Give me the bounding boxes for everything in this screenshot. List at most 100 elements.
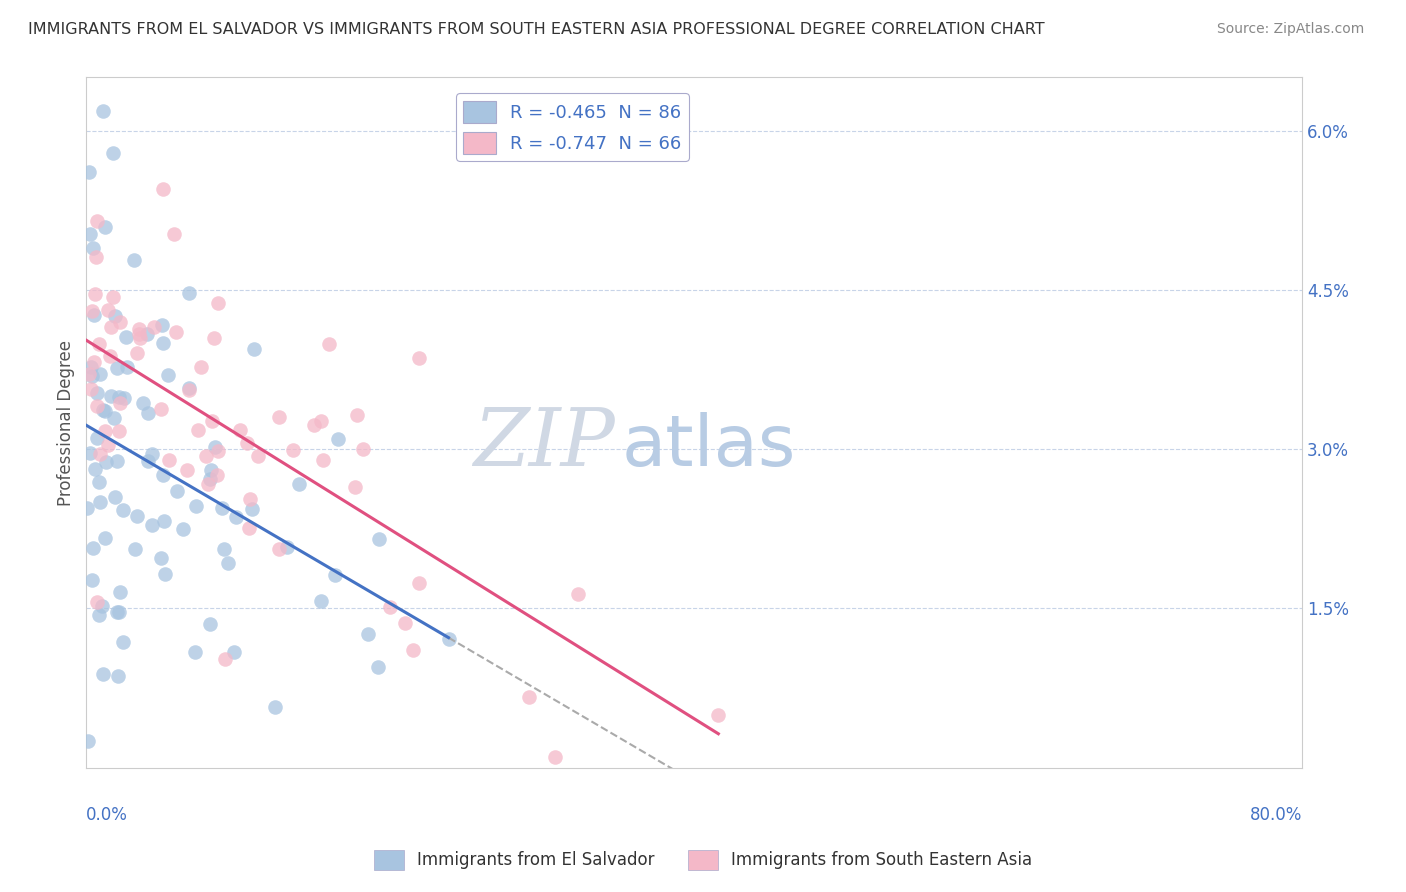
Point (156, 368, 179, 383)
Point (200, 414, 222, 428)
Point (91, 403, 114, 417)
Point (346, 409, 368, 423)
Point (132, 396, 155, 410)
Point (127, 509, 149, 524)
Point (152, 182, 174, 196)
Point (89, 367, 111, 381)
Text: atlas: atlas (621, 412, 796, 481)
Point (83, 355, 105, 369)
Point (79, 446, 101, 460)
Point (352, 442, 374, 457)
Point (198, 617, 221, 632)
Point (267, 409, 290, 424)
Point (91, 666, 114, 681)
Point (86, 399, 108, 413)
Point (567, 587, 589, 601)
Point (152, 318, 174, 332)
Point (108, 585, 131, 599)
Point (152, 335, 174, 350)
Point (326, 432, 349, 446)
Point (176, 463, 198, 477)
Point (141, 447, 163, 461)
Point (368, 533, 391, 547)
Point (82, 241, 104, 255)
Point (214, 541, 236, 556)
Point (100, 320, 122, 334)
Point (93, 531, 115, 545)
Point (104, 309, 127, 323)
Point (437, 632, 460, 646)
Point (246, 449, 269, 463)
Point (225, 510, 247, 524)
Point (124, 541, 146, 556)
Point (128, 321, 150, 335)
Point (323, 567, 346, 582)
Point (394, 615, 416, 630)
Point (276, 541, 298, 555)
Point (152, 467, 174, 482)
Point (89, 447, 111, 461)
Point (105, 605, 128, 619)
Point (96, 303, 118, 318)
Text: 80.0%: 80.0% (1250, 805, 1302, 823)
Point (79, 227, 101, 242)
Point (707, 708, 730, 723)
Point (211, 501, 233, 516)
Point (101, 145, 124, 160)
Point (150, 402, 173, 417)
Point (141, 517, 163, 532)
Legend: Immigrants from El Salvador, Immigrants from South Eastern Asia: Immigrants from El Salvador, Immigrants … (367, 843, 1039, 877)
Point (86, 431, 108, 445)
Point (222, 645, 245, 659)
Point (207, 296, 229, 310)
Point (103, 411, 125, 425)
Point (135, 327, 157, 342)
Point (544, 750, 567, 764)
Point (84, 250, 107, 264)
Point (204, 440, 226, 454)
Point (128, 327, 150, 342)
Point (77, 734, 100, 748)
Point (179, 384, 201, 398)
Point (136, 454, 159, 468)
Point (77, 368, 100, 382)
Point (197, 477, 219, 491)
Point (236, 436, 259, 450)
Point (242, 502, 264, 516)
Point (200, 463, 222, 477)
Point (198, 472, 221, 486)
Point (107, 424, 129, 438)
Point (93, 103, 115, 118)
Point (408, 575, 430, 590)
Point (129, 331, 152, 345)
Point (83, 308, 105, 322)
Point (90, 599, 112, 614)
Point (125, 346, 148, 360)
Point (207, 444, 229, 458)
Point (408, 351, 430, 365)
Legend: R = -0.465  N = 86, R = -0.747  N = 66: R = -0.465 N = 86, R = -0.747 N = 66 (456, 94, 689, 161)
Point (77, 165, 100, 179)
Point (163, 227, 186, 242)
Point (184, 645, 207, 659)
Point (190, 360, 212, 375)
Point (76, 501, 98, 516)
Point (357, 627, 380, 641)
Point (108, 390, 131, 404)
Point (243, 342, 266, 356)
Point (155, 567, 177, 582)
Point (281, 442, 304, 457)
Text: 0.0%: 0.0% (86, 805, 128, 823)
Point (87, 475, 110, 489)
Point (153, 514, 176, 528)
Text: Source: ZipAtlas.com: Source: ZipAtlas.com (1216, 22, 1364, 37)
Point (318, 337, 340, 351)
Point (80, 382, 103, 396)
Point (108, 316, 131, 330)
Point (94, 404, 117, 418)
Point (517, 690, 540, 705)
Point (378, 599, 401, 614)
Point (205, 467, 228, 482)
Point (96, 455, 118, 469)
Point (112, 634, 135, 648)
